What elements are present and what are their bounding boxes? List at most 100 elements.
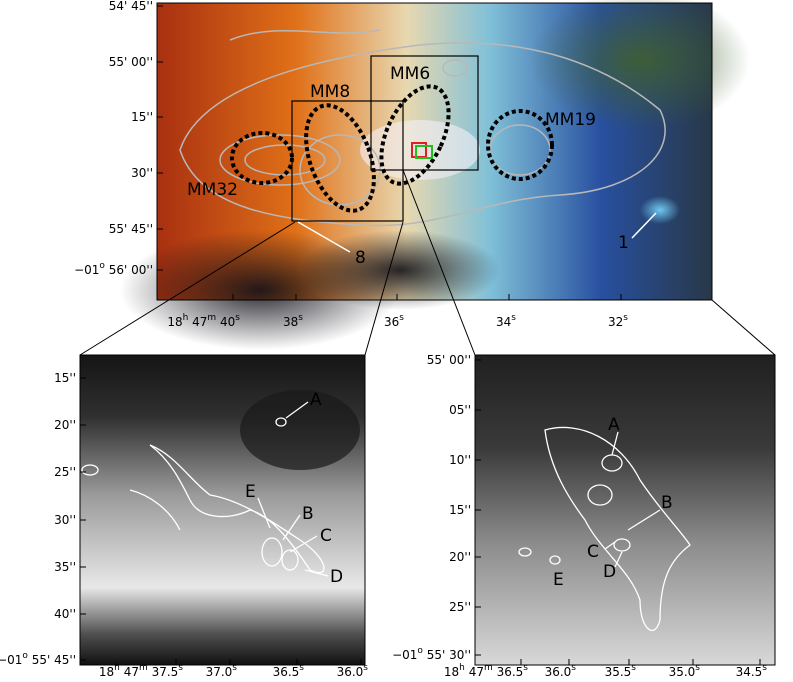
y-tick-label: 20'' <box>449 550 471 564</box>
source-label: E <box>245 482 256 502</box>
x-tick-label: 36.5s <box>273 663 305 679</box>
region-label: MM6 <box>390 64 430 84</box>
x-tick-label: 18h 47m 36.5s <box>444 663 528 679</box>
label-part: 15'' <box>131 110 153 124</box>
y-tick-label: 15'' <box>54 371 76 385</box>
label-part: 10'' <box>449 453 471 467</box>
source-label: B <box>661 493 673 513</box>
x-tick-label: 34.5s <box>736 663 768 679</box>
label-part: m <box>484 663 493 673</box>
label-part: 47 <box>188 315 207 329</box>
label-part: h <box>459 663 465 673</box>
y-tick-label: −01o 55' 45'' <box>0 651 76 667</box>
label-part: s <box>298 313 303 323</box>
source-label: B <box>302 504 314 524</box>
label-part: 40'' <box>54 607 76 621</box>
label-part: s <box>523 663 528 673</box>
label-part: 30'' <box>54 513 76 527</box>
source-label: A <box>608 415 620 435</box>
label-part: s <box>762 663 767 673</box>
label-part: s <box>695 663 700 673</box>
x-tick-label: 18h 47m 37.5s <box>99 663 183 679</box>
label-part: 36.0 <box>337 665 364 679</box>
label-part: 36.5 <box>493 665 524 679</box>
y-tick-label: 35'' <box>54 560 76 574</box>
label-part: 34.5 <box>736 665 763 679</box>
x-tick-label: 36s <box>384 313 404 329</box>
y-tick-label: 54' 45'' <box>109 0 153 13</box>
source-label: C <box>320 526 332 546</box>
label-part: 54' 45'' <box>109 0 153 13</box>
label-part: 38 <box>283 315 298 329</box>
label-part: 18 <box>167 315 182 329</box>
label-part: 15'' <box>54 371 76 385</box>
label-part: 55' 00'' <box>109 55 153 69</box>
y-tick-label: 05'' <box>449 403 471 417</box>
top-image <box>120 0 750 350</box>
y-tick-label: 55' 00'' <box>109 55 153 69</box>
y-tick-label: −01o 56' 00'' <box>74 261 153 277</box>
label-part: 32 <box>608 315 623 329</box>
x-tick-label: 37.0s <box>206 663 238 679</box>
label-part: 30'' <box>131 166 153 180</box>
label-part: 35'' <box>54 560 76 574</box>
y-tick-label: 55' 45'' <box>109 222 153 236</box>
x-tick-label: 36.0s <box>545 663 577 679</box>
label-part: 34 <box>496 315 511 329</box>
label-part: 36.5 <box>273 665 300 679</box>
label-part: m <box>207 313 216 323</box>
label-part: 55' 00'' <box>427 353 471 367</box>
label-part: h <box>183 313 189 323</box>
y-tick-label: 15'' <box>449 503 471 517</box>
source-label: D <box>603 562 616 582</box>
source-label: A <box>310 390 322 410</box>
x-tick-label: 34s <box>496 313 516 329</box>
label-part: 55' 30'' <box>423 648 471 662</box>
label-part: s <box>399 313 404 323</box>
label-part: 15'' <box>449 503 471 517</box>
label-part: s <box>571 663 576 673</box>
label-part: 25'' <box>54 465 76 479</box>
label-part: 47 <box>120 665 139 679</box>
y-tick-label: 10'' <box>449 453 471 467</box>
label-part: 55' 45'' <box>109 222 153 236</box>
y-tick-label: 20'' <box>54 418 76 432</box>
label-part: 40 <box>216 315 235 329</box>
label-part: 18 <box>99 665 114 679</box>
source-label: 8 <box>355 248 366 268</box>
label-part: s <box>299 663 304 673</box>
x-tick-label: 32s <box>608 313 628 329</box>
label-part: 36 <box>384 315 399 329</box>
y-tick-label: 15'' <box>131 110 153 124</box>
region-label: MM8 <box>310 82 350 102</box>
label-part: s <box>623 313 628 323</box>
label-part: m <box>139 663 148 673</box>
label-part: s <box>631 663 636 673</box>
label-part: 20'' <box>449 550 471 564</box>
source-label: 1 <box>618 233 629 253</box>
zoom-lines <box>79 169 776 356</box>
y-tick-label: 25'' <box>449 600 471 614</box>
label-part: 18 <box>444 665 459 679</box>
label-part: s <box>235 313 240 323</box>
bottom-right-image <box>474 354 776 666</box>
x-tick-label: 35.5s <box>605 663 637 679</box>
label-part: 37.0 <box>206 665 233 679</box>
source-label: C <box>587 542 599 562</box>
label-part: s <box>232 663 237 673</box>
source-label: D <box>330 567 343 587</box>
y-tick-label: 40'' <box>54 607 76 621</box>
label-part: 55' 45'' <box>28 653 76 667</box>
label-part: o <box>22 651 28 661</box>
region-label: MM32 <box>187 180 238 200</box>
label-part: 56' 00'' <box>105 263 153 277</box>
source-label: E <box>553 570 564 590</box>
y-tick-label: −01o 55' 30'' <box>392 646 471 662</box>
label-part: s <box>511 313 516 323</box>
label-part: 47 <box>465 665 484 679</box>
y-tick-label: 30'' <box>131 166 153 180</box>
label-part: 20'' <box>54 418 76 432</box>
label-part: 05'' <box>449 403 471 417</box>
y-tick-label: 25'' <box>54 465 76 479</box>
